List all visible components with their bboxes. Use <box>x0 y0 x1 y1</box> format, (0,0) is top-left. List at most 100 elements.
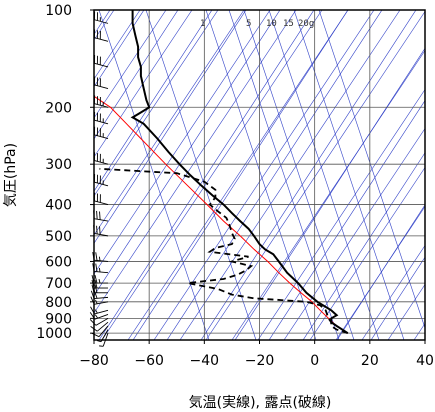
isotherm-line <box>94 10 193 158</box>
wind-barb-staff <box>94 259 109 262</box>
background-lines <box>94 10 425 340</box>
wind-barb-flag <box>95 263 98 272</box>
isotherm-line <box>94 10 167 119</box>
y-tick-label: 500 <box>45 229 72 245</box>
mixing-ratio-label: 5 <box>246 19 251 29</box>
x-tick-label: 20 <box>361 353 379 369</box>
mixing-ratio-label: 1 <box>200 19 205 29</box>
y-axis-title: 気圧(hPa) <box>3 143 19 207</box>
wind-barb-staff <box>94 134 109 140</box>
y-tick-label: 200 <box>45 100 72 116</box>
isotherm-line <box>361 244 425 340</box>
wind-barb-half-flag <box>95 299 98 304</box>
y-tick-label: 800 <box>45 295 72 311</box>
wind-barb-staff <box>94 103 109 108</box>
wind-barb-flag <box>94 279 98 289</box>
x-tick-label: −20 <box>245 353 275 369</box>
isotherm-line <box>94 10 271 275</box>
wind-barb-flag <box>95 252 98 261</box>
adiabat-line <box>166 10 383 340</box>
dewpoint-line <box>99 167 349 335</box>
adiabat-line <box>302 152 425 340</box>
adiabat-line <box>94 10 247 244</box>
mixing-ratio-label: 10 <box>266 19 277 29</box>
wind-barb-staff <box>94 309 109 315</box>
wind-barb-staff <box>95 317 109 326</box>
isotherm-line <box>94 10 245 236</box>
wind-barb-staff <box>94 62 109 68</box>
wind-barb-staff <box>94 119 109 125</box>
wind-barb-staff <box>94 19 109 24</box>
mixing-ratio-label: 20g <box>298 19 314 29</box>
mixing-ratio-line <box>145 10 257 340</box>
x-tick-label: −60 <box>134 353 164 369</box>
wind-barb-staff <box>94 37 109 42</box>
isotherm-line <box>231 49 425 340</box>
wind-barb-flag <box>91 332 100 338</box>
wind-barb <box>91 325 109 338</box>
wind-barb-staff <box>96 321 109 332</box>
wind-barb-flag <box>94 284 98 293</box>
isotherm-line <box>309 166 425 340</box>
wind-barb-staff <box>94 181 109 187</box>
wind-barb-half-flag <box>98 256 101 261</box>
wind-barb-flag <box>96 210 98 220</box>
wind-barb-staff <box>94 313 109 320</box>
adiabat-line <box>200 10 417 340</box>
y-tick-label: 400 <box>45 198 72 214</box>
wind-barb-flag <box>99 226 101 235</box>
wind-barb-staff <box>94 232 109 237</box>
wind-barb-staff <box>94 296 109 300</box>
mixing-ratio-line <box>205 10 317 340</box>
x-axis-title: 気温(実線), 露点(破線) <box>189 395 332 411</box>
isotherm-line <box>127 10 349 340</box>
mixing-ratio-line <box>228 10 340 340</box>
temperature-line <box>130 10 349 335</box>
wind-barb-half-flag <box>94 314 99 319</box>
wind-barb-staff <box>94 301 109 305</box>
mixing-ratio-line <box>318 10 425 329</box>
profile-series <box>94 10 349 335</box>
isotherm-line <box>94 10 141 80</box>
x-axis-ticks: −80 −60 −40 −20 0 20 40 <box>79 340 434 369</box>
wind-barb-half-flag <box>98 278 101 284</box>
y-tick-label: 900 <box>45 311 72 327</box>
wind-barb-staff <box>94 84 109 89</box>
adiabat-line <box>94 10 213 192</box>
adiabat-line <box>336 204 425 340</box>
mixing-ratio-line <box>268 10 380 340</box>
parcel-line <box>94 95 349 334</box>
wind-barb-staff <box>98 325 109 337</box>
x-tick-label: −80 <box>79 353 109 369</box>
adiabat-line <box>132 10 349 340</box>
wind-barb-flag <box>99 211 101 220</box>
y-tick-label: 300 <box>45 157 72 173</box>
y-tick-label: 1000 <box>36 326 72 342</box>
wind-barb <box>89 317 109 326</box>
mixing-ratio-label: 15 <box>283 19 294 29</box>
mixing-ratio-line <box>243 10 355 340</box>
isotherm-line <box>101 10 323 340</box>
adiabat-line <box>370 256 425 340</box>
wind-barb-staff <box>94 218 109 222</box>
mixing-ratio-line <box>98 10 210 340</box>
wind-barb-half-flag <box>94 309 98 314</box>
wind-barb-flag <box>89 319 97 326</box>
x-tick-label: 40 <box>416 353 434 369</box>
wind-barb-flag <box>94 274 98 284</box>
isotherm-line <box>94 10 219 197</box>
mixing-ratio-labels: 1 5 10 15 20g <box>200 19 314 29</box>
isotherm-line <box>179 10 401 340</box>
wind-barb-staff <box>94 200 109 205</box>
isotherm-line <box>205 10 425 340</box>
mixing-ratio-line <box>293 10 405 340</box>
wind-barb-flag <box>96 225 98 234</box>
isotherm-line <box>257 88 425 340</box>
y-tick-label: 100 <box>45 3 72 19</box>
wind-barb-half-flag <box>98 267 101 273</box>
wind-barb-flag <box>93 290 98 299</box>
x-tick-label: −40 <box>190 353 220 369</box>
wind-barb-half-flag <box>96 340 102 343</box>
